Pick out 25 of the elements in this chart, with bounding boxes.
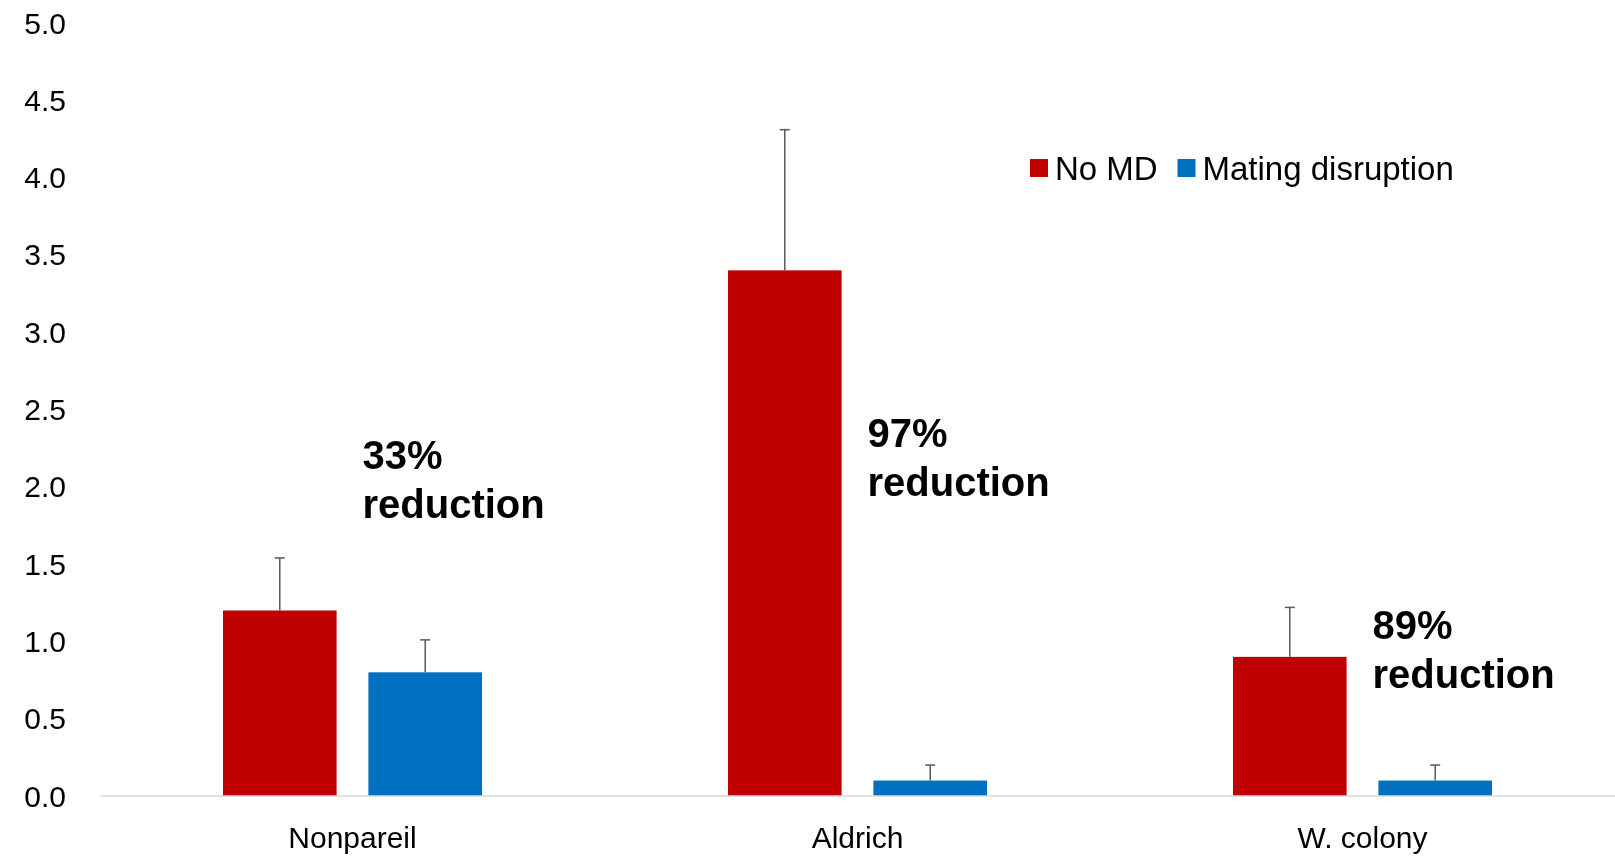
x-tick-label: Aldrich — [811, 821, 904, 854]
bar — [873, 780, 988, 796]
x-tick-label: W. colony — [1297, 821, 1428, 854]
bar — [1232, 656, 1347, 796]
legend-label: No MD — [1055, 149, 1158, 187]
y-tick-label: 2.5 — [24, 393, 66, 426]
y-tick-label: 3.0 — [24, 315, 66, 349]
bar — [368, 672, 483, 796]
annotation: 89% reduction — [1372, 602, 1555, 696]
bar — [1378, 780, 1493, 796]
annotation: 33% reduction — [362, 432, 545, 526]
legend-label: Mating disruption — [1202, 149, 1454, 187]
y-tick-label: 4.0 — [24, 161, 66, 195]
bar — [222, 610, 337, 796]
y-tick-label: 1.0 — [24, 624, 66, 658]
x-tick-label: Nonpareil — [288, 821, 417, 854]
y-tick-label: 3.5 — [24, 238, 66, 272]
y-tick-label: 4.5 — [24, 83, 66, 117]
y-tick-label: 5.0 — [24, 6, 66, 40]
y-tick-label: 0.0 — [24, 779, 66, 813]
y-tick-label: 2.0 — [24, 470, 66, 504]
y-tick-label: 0.5 — [24, 702, 66, 736]
bar — [727, 270, 842, 796]
y-tick-label: 1.5 — [24, 547, 66, 581]
annotation: 97% reduction — [867, 410, 1050, 504]
